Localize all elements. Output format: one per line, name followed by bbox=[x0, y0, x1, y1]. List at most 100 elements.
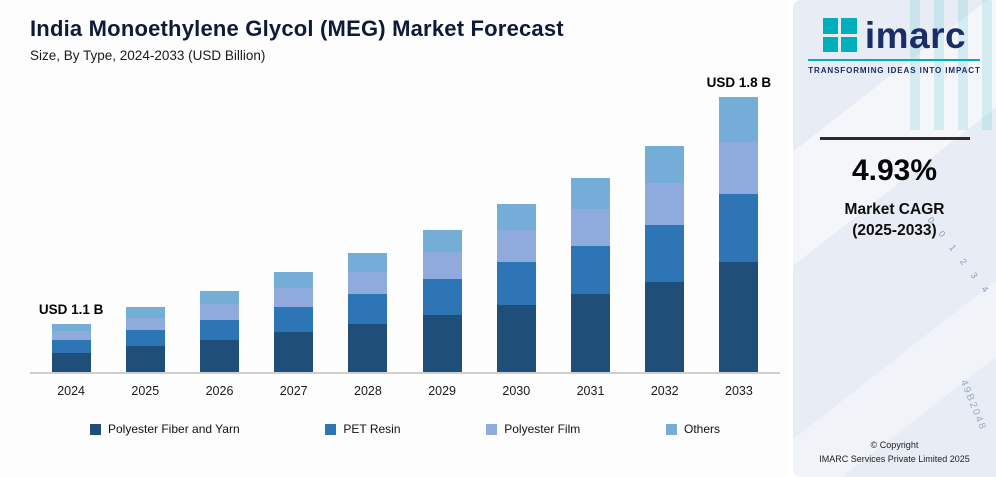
x-axis-label: 2024 bbox=[57, 384, 85, 398]
imarc-logo-text: imarc bbox=[864, 14, 967, 56]
stacked-bar bbox=[125, 307, 165, 372]
bar-segment-others bbox=[200, 291, 239, 305]
bar-segment-polyester-fiber-and-yarn bbox=[125, 346, 165, 372]
stacked-bar bbox=[571, 178, 611, 372]
decor-stripe bbox=[793, 207, 996, 477]
x-axis-label: 2033 bbox=[725, 384, 753, 398]
bar-segment-polyester-fiber-and-yarn bbox=[274, 332, 314, 372]
x-axis-label: 2029 bbox=[428, 384, 457, 398]
bar-segment-pet-resin bbox=[719, 193, 759, 263]
legend-item: Polyester Film bbox=[486, 422, 580, 436]
cagr-label: Market CAGR (2025-2033) bbox=[845, 200, 945, 242]
legend-label: PET Resin bbox=[343, 422, 401, 436]
decor-bar-chart bbox=[910, 0, 996, 130]
cagr-value: 4.93% bbox=[851, 154, 938, 187]
bar-column bbox=[331, 89, 405, 372]
bar-value-label: USD 1.8 B bbox=[706, 75, 772, 91]
legend-item: PET Resin bbox=[325, 422, 401, 436]
legend: Polyester Fiber and Yarn PET Resin Polyest… bbox=[90, 422, 720, 436]
bar-segment-others bbox=[348, 252, 388, 272]
bar-segment-pet-resin bbox=[274, 306, 314, 333]
bar-segment-others bbox=[51, 323, 91, 332]
legend-swatch bbox=[665, 423, 677, 435]
bars: USD 1.1 B USD 1.8 B bbox=[30, 75, 780, 374]
bar-segment-polyester-fiber-and-yarn bbox=[200, 339, 239, 372]
imarc-logo-icon bbox=[822, 18, 857, 52]
brand-sidebar: 0 0 1 2 3 4 49B2048 imarc TRANSFORMING I… bbox=[793, 0, 996, 477]
legend-item: Others bbox=[665, 422, 720, 436]
bar-segment-pet-resin bbox=[51, 340, 91, 353]
plot-area: USD 1.1 B USD 1.8 B 2024 2025 2026 2027 2028 2… bbox=[30, 75, 780, 398]
cagr-divider bbox=[819, 137, 970, 140]
bar-column bbox=[479, 89, 553, 372]
bar-value-label: USD 1.1 B bbox=[38, 301, 104, 317]
bar-segment-polyester-film bbox=[645, 182, 685, 226]
bar-segment-pet-resin bbox=[200, 319, 239, 340]
bar-segment-polyester-film bbox=[348, 271, 388, 295]
bar-column bbox=[405, 89, 479, 372]
bar-segment-polyester-fiber-and-yarn bbox=[496, 304, 536, 372]
bar-column: USD 1.1 B bbox=[34, 89, 108, 372]
bar-segment-pet-resin bbox=[645, 225, 685, 282]
legend-swatch bbox=[90, 423, 101, 435]
stacked-bar bbox=[422, 229, 462, 372]
stacked-bar bbox=[496, 204, 536, 372]
bar-segment-polyester-film bbox=[571, 209, 611, 246]
legend-swatch bbox=[325, 423, 337, 435]
bar-segment-others bbox=[645, 145, 685, 183]
x-axis-label: 2027 bbox=[279, 384, 308, 398]
stacked-bar bbox=[51, 323, 91, 372]
bar-column bbox=[628, 89, 702, 372]
chart-title: India Monoethylene Glycol (MEG) Market F… bbox=[30, 16, 564, 41]
x-axis-label: 2028 bbox=[354, 384, 382, 398]
stacked-bar bbox=[274, 271, 314, 372]
bar-segment-pet-resin bbox=[422, 278, 462, 315]
bar-segment-polyester-film bbox=[51, 331, 91, 341]
bar-segment-polyester-fiber-and-yarn bbox=[422, 314, 462, 372]
legend-label: Others bbox=[683, 422, 720, 436]
bar-segment-polyester-film bbox=[274, 287, 314, 307]
legend-label: Polyester Film bbox=[504, 422, 581, 436]
copyright-line1: © Copyright bbox=[870, 440, 919, 451]
cagr-block: 4.93% Market CAGR (2025-2033) bbox=[819, 137, 970, 242]
bar-segment-polyester-film bbox=[719, 141, 759, 194]
stacked-bar bbox=[348, 252, 388, 373]
bar-segment-polyester-fiber-and-yarn bbox=[645, 281, 685, 372]
bar-column bbox=[553, 89, 627, 372]
bar-segment-pet-resin bbox=[348, 294, 388, 324]
legend-item: Polyester Fiber and Yarn bbox=[90, 422, 240, 436]
x-axis-label: 2032 bbox=[650, 384, 679, 398]
bar-segment-others bbox=[719, 97, 759, 142]
chart-subtitle: Size, By Type, 2024-2033 (USD Billion) bbox=[30, 48, 266, 63]
bar-segment-others bbox=[125, 307, 165, 318]
bar-segment-polyester-film bbox=[496, 230, 536, 263]
copyright-line2: IMARC Services Private Limited 2025 bbox=[819, 454, 970, 465]
legend-label: Polyester Fiber and Yarn bbox=[108, 422, 240, 436]
cagr-label-line1: Market CAGR bbox=[844, 201, 945, 218]
bar-segment-others bbox=[422, 229, 462, 253]
x-axis-label: 2025 bbox=[131, 384, 160, 398]
bar-segment-pet-resin bbox=[125, 329, 165, 347]
bar-segment-pet-resin bbox=[496, 262, 536, 305]
stacked-bar bbox=[719, 97, 759, 372]
bar-segment-polyester-film bbox=[125, 317, 165, 330]
bar-segment-others bbox=[496, 204, 536, 231]
bar-segment-others bbox=[571, 178, 611, 210]
bar-segment-polyester-fiber-and-yarn bbox=[719, 262, 759, 372]
copyright: © Copyright IMARC Services Private Limit… bbox=[793, 439, 996, 467]
legend-swatch bbox=[486, 423, 498, 435]
bar-segment-polyester-film bbox=[200, 304, 239, 320]
x-axis-label: 2026 bbox=[205, 384, 234, 398]
bar-segment-polyester-fiber-and-yarn bbox=[348, 324, 388, 372]
bar-segment-pet-resin bbox=[571, 245, 611, 295]
logo-divider bbox=[808, 59, 981, 61]
x-axis-label: 2031 bbox=[576, 384, 605, 398]
bar-segment-polyester-film bbox=[422, 252, 462, 279]
stacked-bar bbox=[200, 291, 239, 372]
stacked-bar bbox=[645, 145, 685, 372]
imarc-logo: imarc TRANSFORMING IDEAS INTO IMPACT bbox=[808, 14, 981, 75]
decor-digits: 49B2048 bbox=[957, 378, 989, 433]
bar-column bbox=[108, 89, 182, 372]
chart-panel: India Monoethylene Glycol (MEG) Market F… bbox=[30, 16, 780, 436]
